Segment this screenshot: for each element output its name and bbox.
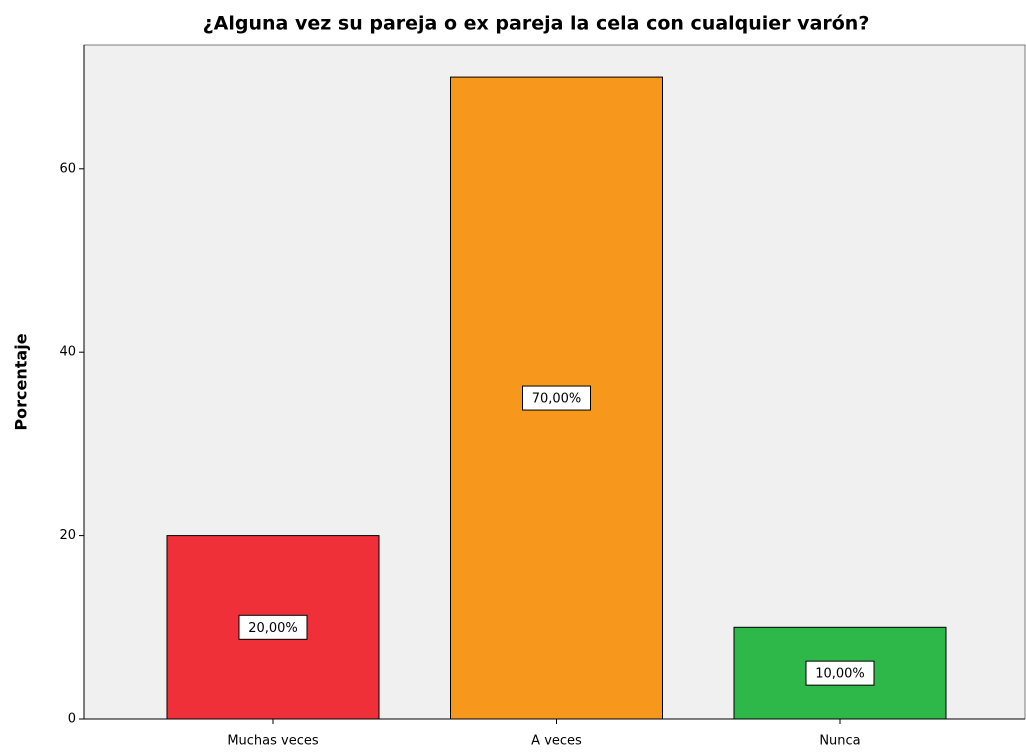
y-tick-label: 60 — [59, 161, 76, 176]
value-label: 20,00% — [248, 621, 298, 636]
y-tick-label: 0 — [68, 712, 76, 727]
value-label-box — [522, 385, 591, 411]
value-label-box — [805, 660, 875, 686]
value-label: 70,00% — [532, 392, 582, 407]
y-axis-label: Porcentaje — [12, 333, 31, 430]
chart-title: ¿Alguna vez su pareja o ex pareja la cel… — [203, 13, 870, 35]
y-tick-label: 20 — [59, 528, 76, 543]
value-label: 10,00% — [815, 667, 865, 682]
y-tick-label: 40 — [59, 345, 76, 360]
x-tick-label: Nunca — [819, 734, 860, 749]
value-label-box — [238, 614, 308, 640]
x-tick-label: A veces — [531, 734, 582, 749]
x-tick-label: Muchas veces — [227, 734, 319, 749]
